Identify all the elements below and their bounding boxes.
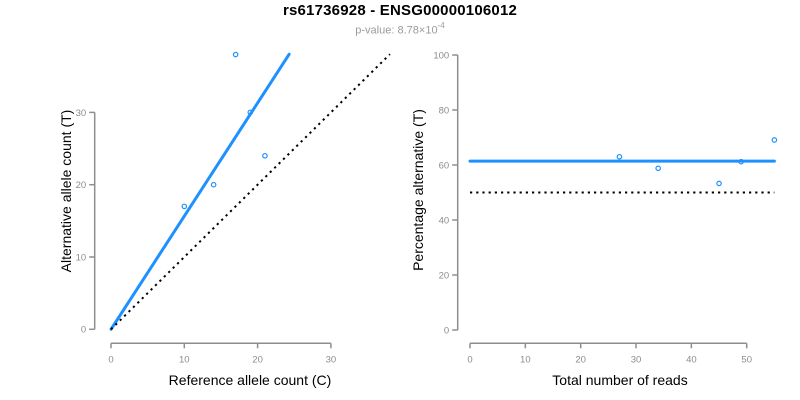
x-tick-label: 20 xyxy=(252,355,263,366)
x-tick-label: 20 xyxy=(575,355,586,366)
left-scatter-plot: 0 10 20 30 0 10 20 30 Reference allele count (C)… xyxy=(58,51,391,388)
data-point xyxy=(655,165,661,172)
identity-line xyxy=(110,53,391,331)
x-tick-label: 0 xyxy=(467,355,472,366)
y-tick-label: 60 xyxy=(439,160,450,171)
y-axis-title: Percentage alternative (T) xyxy=(410,109,426,271)
x-tick-label: 30 xyxy=(631,355,642,366)
fit-line xyxy=(109,52,291,331)
x-tick-label: 30 xyxy=(326,355,337,366)
x-tick-label: 40 xyxy=(686,355,697,366)
y-tick-label: 80 xyxy=(439,105,450,116)
x-tick-label: 10 xyxy=(520,355,531,366)
y-tick-label: 100 xyxy=(433,50,449,61)
y-tick-label: 40 xyxy=(439,215,450,226)
y-tick-label: 20 xyxy=(76,180,87,191)
y-tick-label: 0 xyxy=(444,325,449,336)
data-point xyxy=(716,180,722,187)
plot-title: rs61736928 - ENSG00000106012 xyxy=(282,2,518,19)
pvalue-prefix: p-value: xyxy=(355,24,398,37)
plot-subtitle: p-value: 8.78×10-4 xyxy=(0,21,800,37)
x-tick-label: 50 xyxy=(741,355,752,366)
y-tick-label: 0 xyxy=(81,325,86,336)
data-point xyxy=(771,137,778,143)
data-point xyxy=(738,158,744,165)
data-point xyxy=(247,109,254,116)
y-tick-label: 10 xyxy=(76,252,87,263)
y-axis-title: Alternative allele count (T) xyxy=(58,110,74,273)
y-tick-label: 20 xyxy=(439,270,450,281)
right-scatter-plot: 0 10 20 30 40 50 0 20 40 60 80 100 Total number of r… xyxy=(410,50,778,388)
data-point xyxy=(616,153,623,160)
data-point xyxy=(232,51,239,58)
x-tick-label: 10 xyxy=(179,355,190,366)
pvalue-exponent: -4 xyxy=(437,21,445,30)
x-axis-title: Total number of reads xyxy=(552,372,687,388)
data-point xyxy=(262,152,268,159)
data-point xyxy=(210,181,217,188)
pvalue-times: ×10 xyxy=(418,24,438,37)
pvalue-mantissa: 8.78 xyxy=(397,24,419,37)
x-axis-title: Reference allele count (C) xyxy=(169,372,332,388)
data-point xyxy=(181,203,188,210)
x-tick-label: 0 xyxy=(108,355,113,366)
y-tick-label: 30 xyxy=(76,108,87,119)
